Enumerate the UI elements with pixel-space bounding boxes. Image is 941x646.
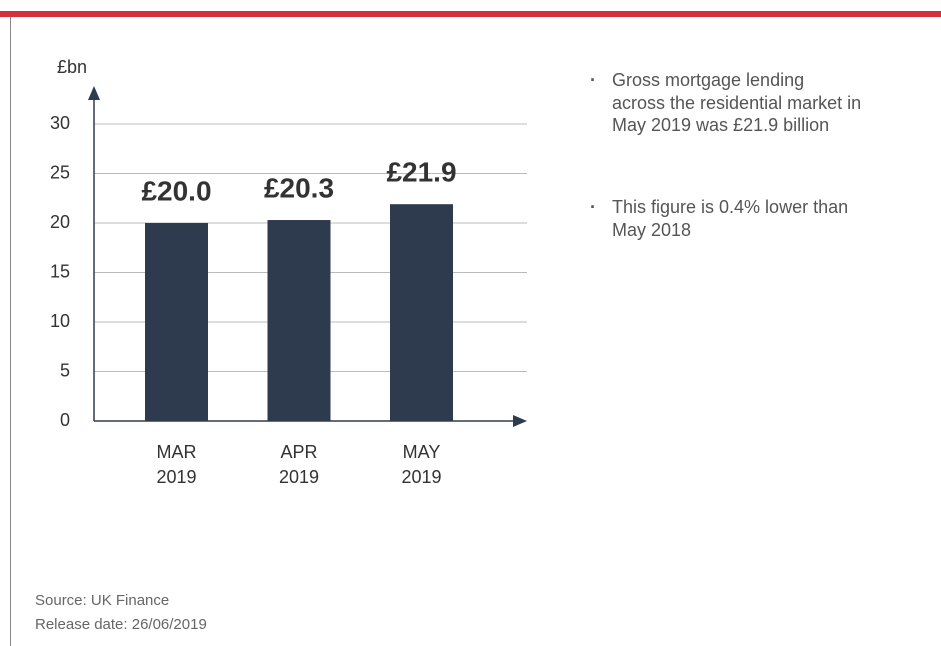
y-axis-arrow <box>88 86 100 100</box>
x-tick-label: APR 2019 <box>279 442 319 487</box>
y-tick-label: 30 <box>50 113 70 133</box>
value-label: £20.0 <box>141 175 211 206</box>
y-tick-label: 0 <box>60 410 70 430</box>
left-rule <box>10 17 11 646</box>
y-tick-label: 10 <box>50 311 70 331</box>
value-label: £20.3 <box>264 172 334 203</box>
bar <box>145 223 208 421</box>
x-tick-label: MAR 2019 <box>156 442 196 487</box>
bullet: Gross mortgage lending across the reside… <box>590 69 862 137</box>
y-axis-label: £bn <box>57 57 87 77</box>
bar <box>390 204 453 421</box>
source: Source: UK Finance <box>35 592 170 609</box>
y-tick-label: 25 <box>50 162 70 182</box>
x-tick-label: MAY 2019 <box>401 442 441 487</box>
chart: £bn 0 5 10 15 20 25 30 £20.0 MAR 2019 £20.3 APR 2019… <box>50 57 527 487</box>
value-label: £21.9 <box>386 157 456 188</box>
y-tick-label: 15 <box>50 261 70 281</box>
bullet: This figure is 0.4% lower than May 2018 <box>590 196 862 241</box>
y-tick-label: 20 <box>50 212 70 232</box>
bar <box>267 220 331 421</box>
release-date: Release date: 26/06/2019 <box>35 616 207 633</box>
x-axis-arrow <box>513 415 527 427</box>
top-bar <box>0 11 941 17</box>
y-tick-label: 5 <box>60 360 70 380</box>
